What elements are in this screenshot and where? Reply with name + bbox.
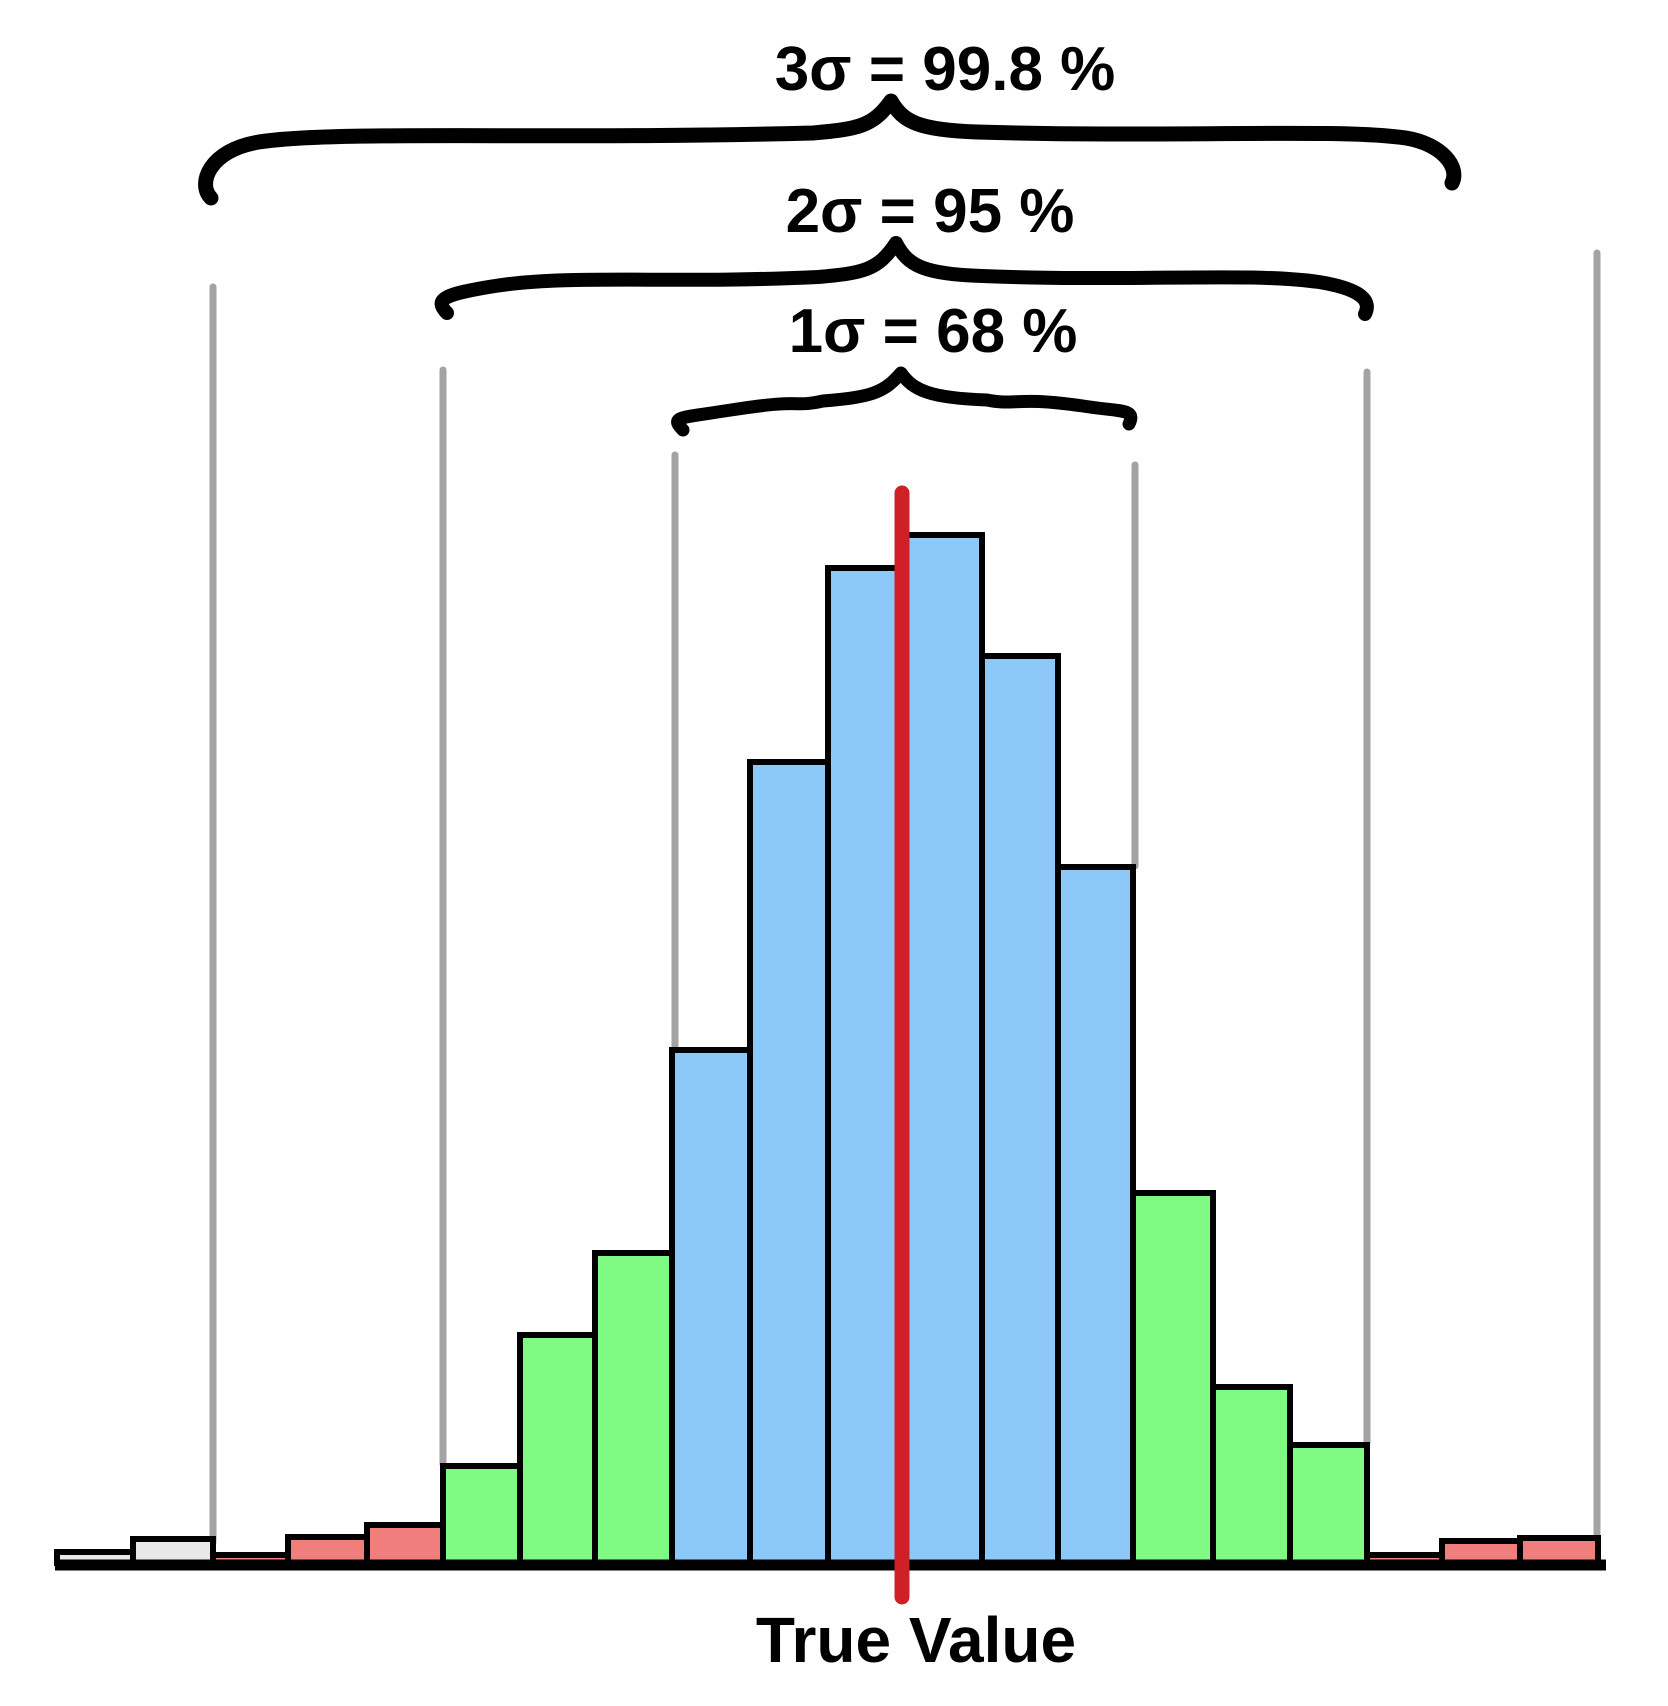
- bar-2-outside: [130, 1536, 216, 1566]
- sigma-guide-lines: [209, 249, 1601, 1546]
- bar-9-1sigma: [669, 1047, 753, 1566]
- sigma1-coverage-label: 1σ = 68 %: [789, 297, 1078, 366]
- histogram-bars: [54, 532, 1601, 1566]
- bar-20-3sigma: [1517, 1535, 1601, 1566]
- brace-2sigma: [434, 236, 1374, 321]
- brace-3sigma: [198, 93, 1462, 206]
- bar-8-2sigma: [592, 1250, 675, 1566]
- bar-6-2sigma: [440, 1463, 523, 1566]
- bar-7-2sigma: [517, 1332, 598, 1566]
- true-value-label: True Value: [756, 1604, 1076, 1676]
- bar-10-1sigma: [747, 759, 831, 1566]
- bar-4-3sigma: [285, 1534, 370, 1566]
- bar-15-2sigma: [1130, 1190, 1216, 1566]
- bar-12-1sigma: [899, 532, 985, 1566]
- sigma3-coverage-label: 3σ = 99.8 %: [775, 35, 1116, 104]
- brace-1sigma: [671, 366, 1138, 437]
- sigma2-coverage-label: 2σ = 95 %: [786, 177, 1075, 246]
- bar-11-1sigma: [825, 565, 905, 1566]
- bar-5-3sigma: [364, 1522, 446, 1566]
- bar-17-2sigma: [1287, 1442, 1370, 1566]
- brace-layer: [198, 93, 1462, 437]
- bar-16-2sigma: [1210, 1384, 1293, 1566]
- bar-13-1sigma: [979, 653, 1061, 1566]
- bar-14-1sigma: [1055, 864, 1136, 1566]
